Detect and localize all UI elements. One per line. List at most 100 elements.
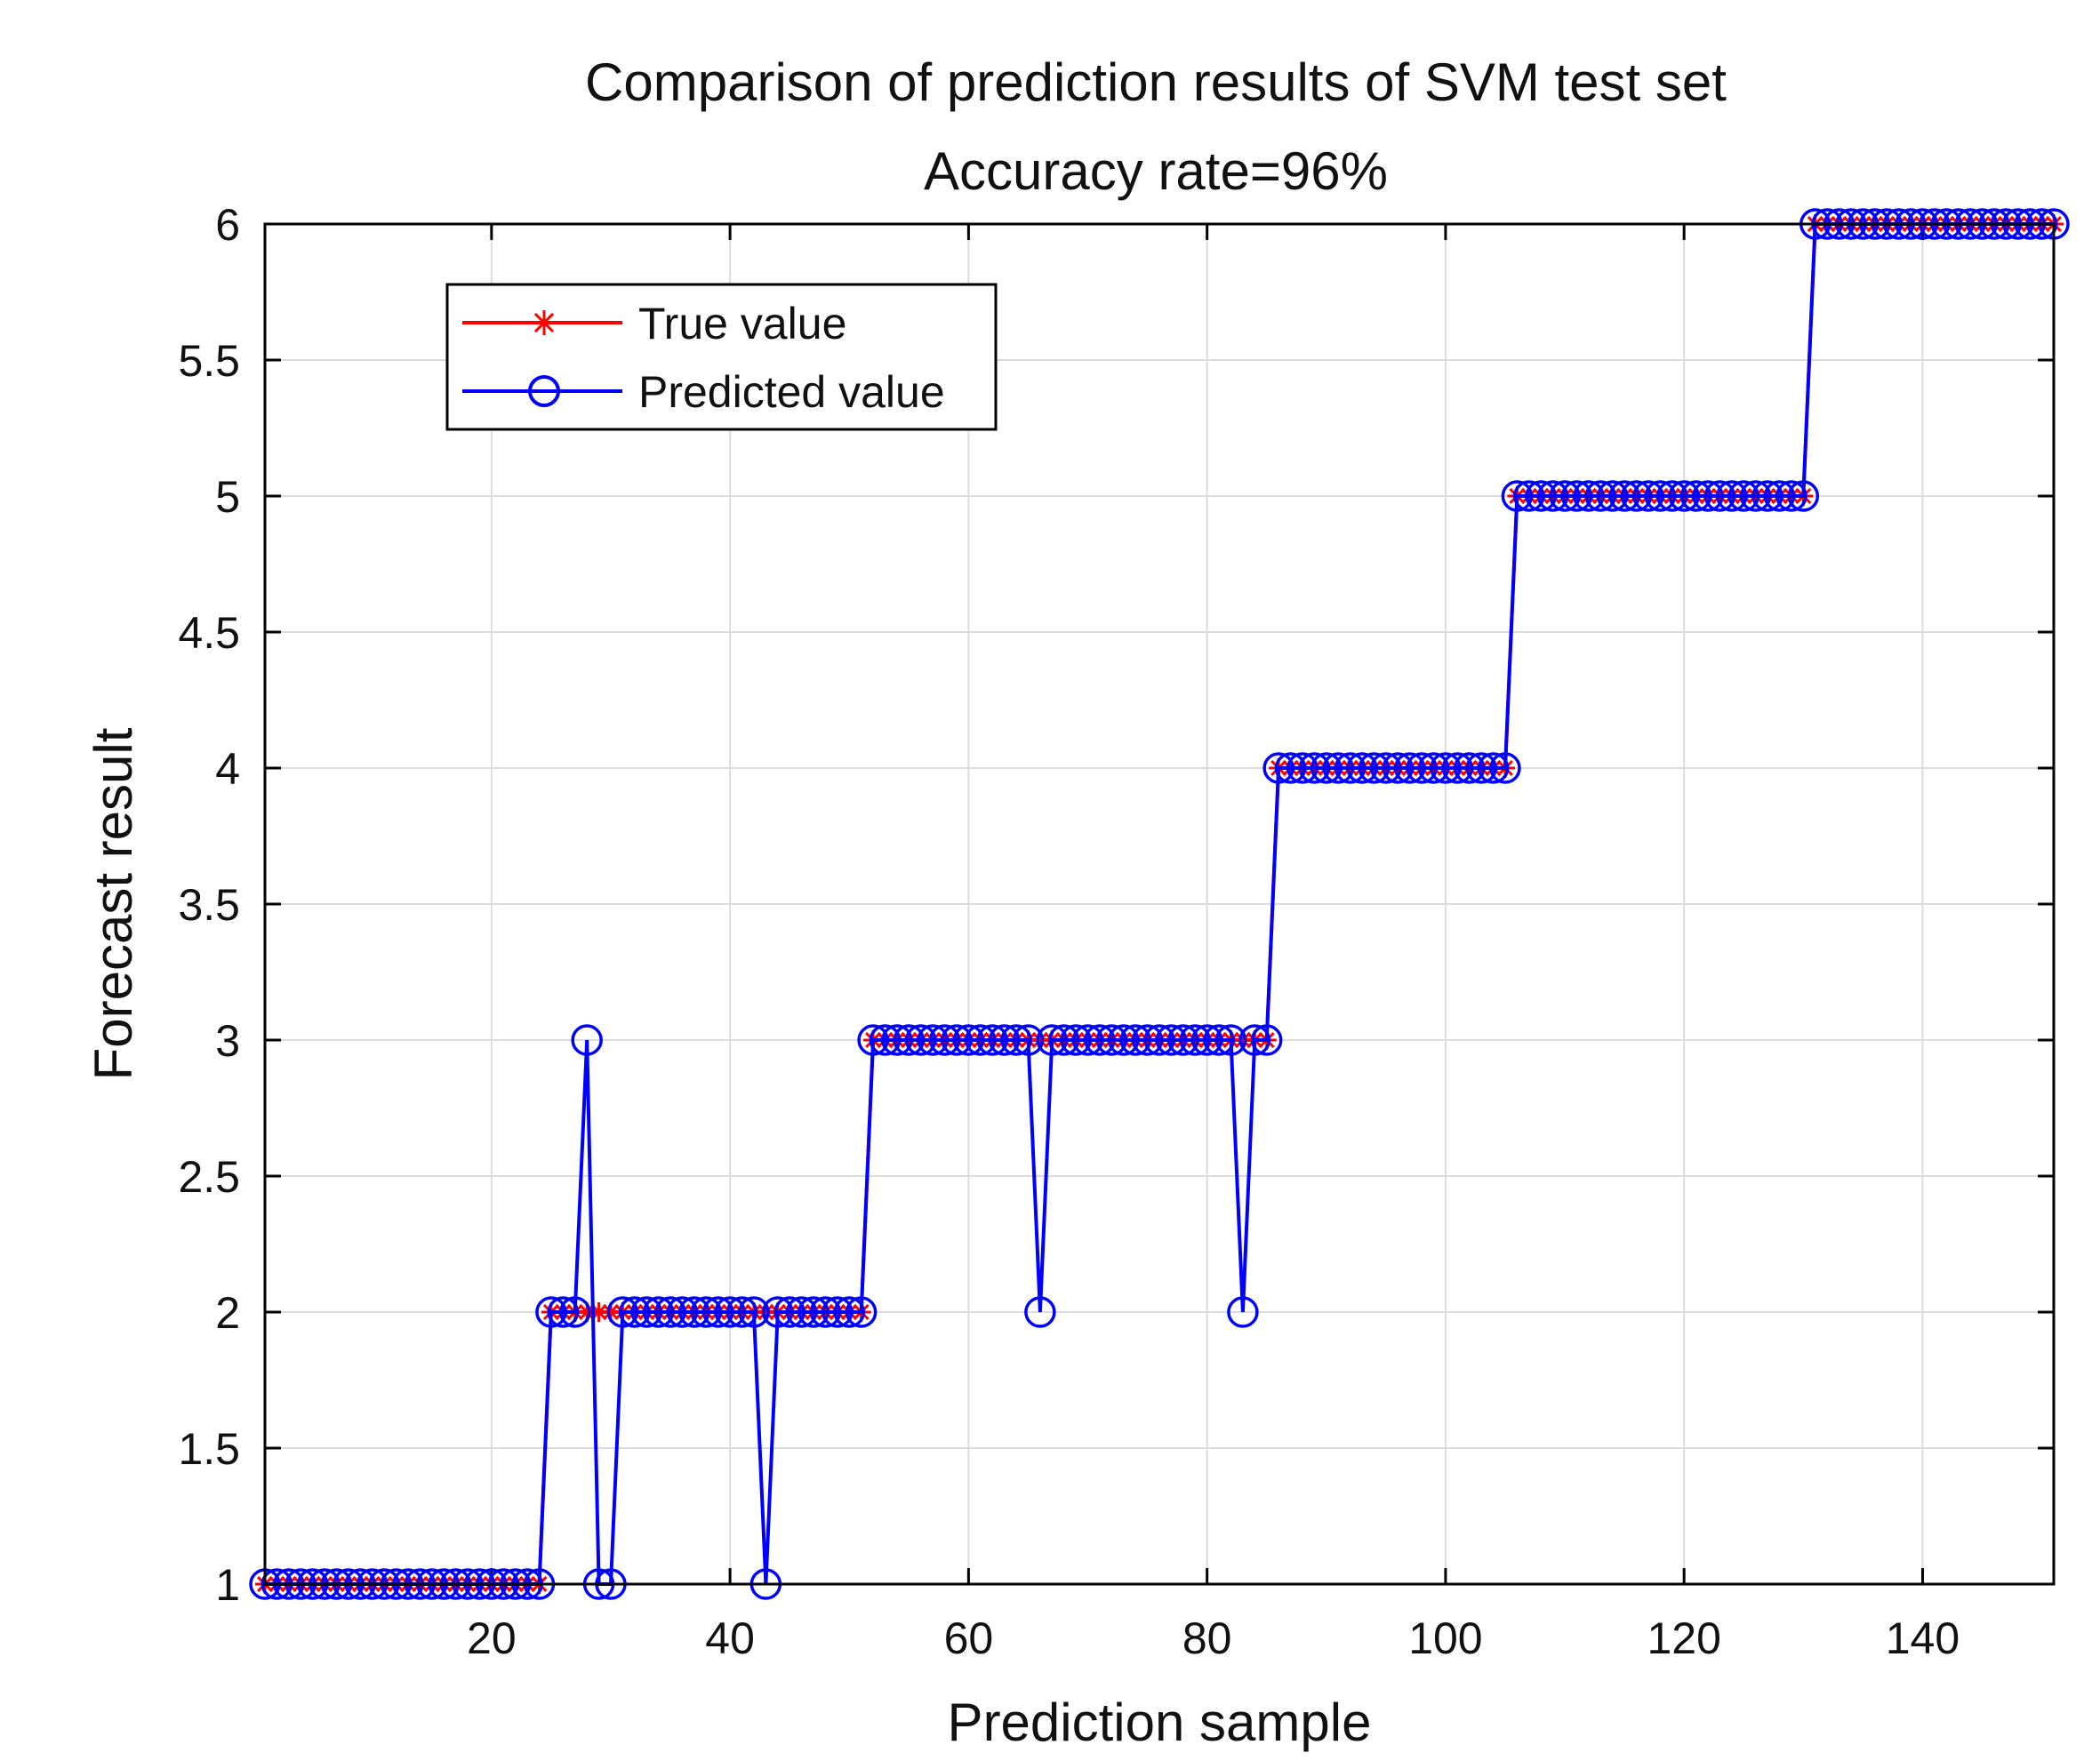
predicted-value-point: [1250, 1024, 1283, 1056]
predicted-value-point: [1632, 480, 1664, 512]
predicted-value-point: [1417, 752, 1450, 784]
predicted-value-point: [833, 1296, 866, 1328]
x-tick-label: 100: [1408, 1613, 1482, 1663]
predicted-value-point: [558, 1296, 591, 1328]
y-tick-label: 4: [215, 744, 240, 794]
predicted-value-point: [1739, 480, 1772, 512]
predicted-value-point: [1716, 480, 1748, 512]
predicted-value-point: [701, 1296, 734, 1328]
predicted-value-line: [265, 222, 2054, 1586]
predicted-value-point: [1298, 752, 1331, 784]
predicted-value-point: [1274, 752, 1307, 784]
predicted-value-point: [690, 1296, 723, 1328]
predicted-value-point: [822, 1296, 854, 1328]
y-tick-label: 2.5: [178, 1152, 240, 1202]
predicted-value-point: [1286, 752, 1319, 784]
predicted-value-point: [952, 1024, 985, 1056]
predicted-value-point: [988, 1024, 1021, 1056]
predicted-value-point: [1095, 1024, 1128, 1056]
x-axis-label: Prediction sample: [948, 1693, 1372, 1752]
predicted-value-point: [1453, 752, 1486, 784]
predicted-value-point: [1477, 752, 1510, 784]
predicted-value-point: [1334, 752, 1367, 784]
predicted-value-point: [1620, 480, 1653, 512]
y-tick-label: 5.5: [178, 336, 240, 386]
predicted-value-point: [1465, 752, 1497, 784]
plot-frame: [263, 222, 2056, 1586]
legend-predicted-marker: [528, 375, 560, 407]
predicted-value-point: [1358, 752, 1391, 784]
legend-true-marker: [532, 310, 557, 335]
predicted-value-point: [1143, 1024, 1175, 1056]
predicted-value-point: [1310, 752, 1343, 784]
predicted-value-point: [773, 1296, 806, 1328]
predicted-value-point: [893, 1024, 926, 1056]
predicted-value-point: [1406, 752, 1438, 784]
legend-predicted-label: Predicted value: [638, 367, 945, 417]
predicted-value-point: [1000, 1024, 1032, 1056]
predicted-value-point: [1573, 480, 1605, 512]
predicted-value-point: [1727, 480, 1760, 512]
predicted-value-point: [1370, 752, 1402, 784]
y-tick-label: 1: [215, 1560, 240, 1610]
predicted-value-point: [714, 1296, 746, 1328]
predicted-value-point: [941, 1024, 973, 1056]
predicted-value-point: [1584, 480, 1617, 512]
predicted-value-point: [654, 1296, 686, 1328]
y-tick-label: 6: [215, 200, 240, 250]
predicted-value-point: [1501, 480, 1534, 512]
legend-true-label: True value: [638, 299, 846, 348]
predicted-value-point: [1382, 752, 1415, 784]
predicted-value-point: [785, 1296, 818, 1328]
predicted-value-point: [1763, 480, 1796, 512]
predicted-value-point: [857, 1024, 889, 1056]
predicted-value-point: [1012, 1024, 1045, 1056]
x-tick-label: 60: [944, 1613, 994, 1663]
predicted-value-point: [1525, 480, 1557, 512]
chart-title: Comparison of prediction results of SVM …: [585, 52, 1727, 112]
predicted-value-point: [1751, 480, 1783, 512]
predicted-value-point: [678, 1296, 710, 1328]
x-tick-label: 80: [1182, 1613, 1232, 1663]
predicted-value-point: [809, 1296, 842, 1328]
y-tick-label: 5: [215, 472, 240, 522]
predicted-value-point: [1346, 752, 1378, 784]
predicted-value-point: [642, 1296, 675, 1328]
predicted-value-point: [1084, 1024, 1116, 1056]
predicted-value-point: [1108, 1024, 1140, 1056]
predicted-value-point: [1393, 752, 1426, 784]
predicted-value-point: [1668, 480, 1700, 512]
predicted-value-point: [1024, 1296, 1056, 1328]
predicted-value-point: [1119, 1024, 1151, 1056]
x-tick-label: 120: [1647, 1613, 1720, 1663]
predicted-value-point: [1608, 480, 1640, 512]
predicted-value-point: [1167, 1024, 1199, 1056]
predicted-value-point: [725, 1296, 758, 1328]
predicted-value-point: [630, 1296, 662, 1328]
x-tick-label: 20: [467, 1613, 517, 1663]
chart-subtitle: Accuracy rate=96%: [924, 141, 1388, 201]
tick-labels: 20 40 60 80 100 120 140 1 1.5 2 2.5 3 3.5 4 4.5 5 5.5 6: [178, 200, 1960, 1663]
predicted-value-point: [1047, 1024, 1080, 1056]
predicted-value-point: [1227, 1296, 1259, 1328]
predicted-value-point: [762, 1296, 794, 1328]
predicted-value-point: [869, 1024, 902, 1056]
predicted-value-point: [535, 1296, 567, 1328]
predicted-value-point: [1036, 1024, 1069, 1056]
predicted-value-point: [1441, 752, 1474, 784]
legend: True value Predicted value: [445, 283, 998, 431]
predicted-value-point: [1203, 1024, 1235, 1056]
y-tick-label: 3.5: [178, 880, 240, 930]
predicted-value-point: [1179, 1024, 1211, 1056]
x-tick-label: 140: [1886, 1613, 1960, 1663]
y-tick-label: 1.5: [178, 1424, 240, 1474]
predicted-value-point: [1513, 480, 1545, 512]
predicted-value-point: [1060, 1024, 1092, 1056]
predicted-value-point: [1560, 480, 1593, 512]
predicted-value-point: [1262, 752, 1294, 784]
predicted-value-point: [1596, 480, 1629, 512]
x-tick-label: 40: [705, 1613, 755, 1663]
predicted-value-point: [1322, 752, 1354, 784]
predicted-value-point: [1430, 752, 1462, 784]
